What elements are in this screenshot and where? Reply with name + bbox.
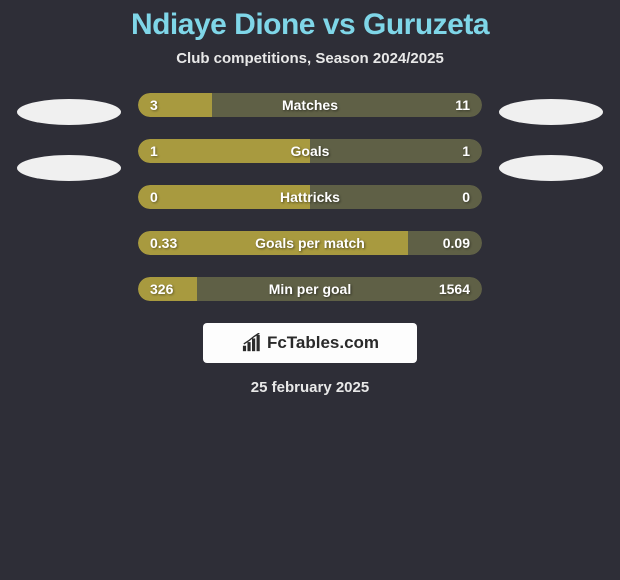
stat-value-right: 0.09 xyxy=(443,235,470,251)
stat-label: Matches xyxy=(282,97,338,113)
logo-text: FcTables.com xyxy=(267,333,379,353)
stat-label: Goals xyxy=(291,143,330,159)
stat-value-right: 0 xyxy=(462,189,470,205)
stat-value-left: 326 xyxy=(150,281,173,297)
stat-label: Goals per match xyxy=(255,235,365,251)
chart-icon xyxy=(241,333,263,353)
stat-value-right: 1564 xyxy=(439,281,470,297)
player-left-column xyxy=(10,93,128,181)
comparison-infographic: Ndiaye Dione vs Guruzeta Club competitio… xyxy=(0,0,620,396)
player-left-photo-2 xyxy=(17,155,121,181)
bar-right-fill xyxy=(212,93,482,117)
stat-value-left: 1 xyxy=(150,143,158,159)
stat-bar: 0 0 Hattricks xyxy=(138,185,482,209)
bar-right-fill xyxy=(310,139,482,163)
stat-bars: 311Matches11Goals00Hattricks0.330.09Goal… xyxy=(138,93,482,301)
stat-value-right: 11 xyxy=(455,97,470,113)
player-right-photo-2 xyxy=(499,155,603,181)
bar-left-fill xyxy=(138,139,310,163)
stat-value-left: 3 xyxy=(150,97,158,113)
stat-bar: 1 1 Goals xyxy=(138,139,482,163)
stat-bar: 0.33 0.09 Goals per match xyxy=(138,231,482,255)
fctables-logo[interactable]: FcTables.com xyxy=(203,323,417,363)
player-right-column xyxy=(492,93,610,181)
stat-value-right: 1 xyxy=(462,143,470,159)
subtitle: Club competitions, Season 2024/2025 xyxy=(176,50,444,67)
date-text: 25 february 2025 xyxy=(251,379,369,396)
stat-value-left: 0.33 xyxy=(150,235,177,251)
stat-label: Hattricks xyxy=(280,189,340,205)
stats-area: 311Matches11Goals00Hattricks0.330.09Goal… xyxy=(0,93,620,301)
player-right-photo xyxy=(499,99,603,125)
stat-label: Min per goal xyxy=(269,281,351,297)
page-title: Ndiaye Dione vs Guruzeta xyxy=(131,8,489,42)
player-left-photo xyxy=(17,99,121,125)
stat-bar: 326 1564 Min per goal xyxy=(138,277,482,301)
stat-value-left: 0 xyxy=(150,189,158,205)
stat-bar: 3 11 Matches xyxy=(138,93,482,117)
